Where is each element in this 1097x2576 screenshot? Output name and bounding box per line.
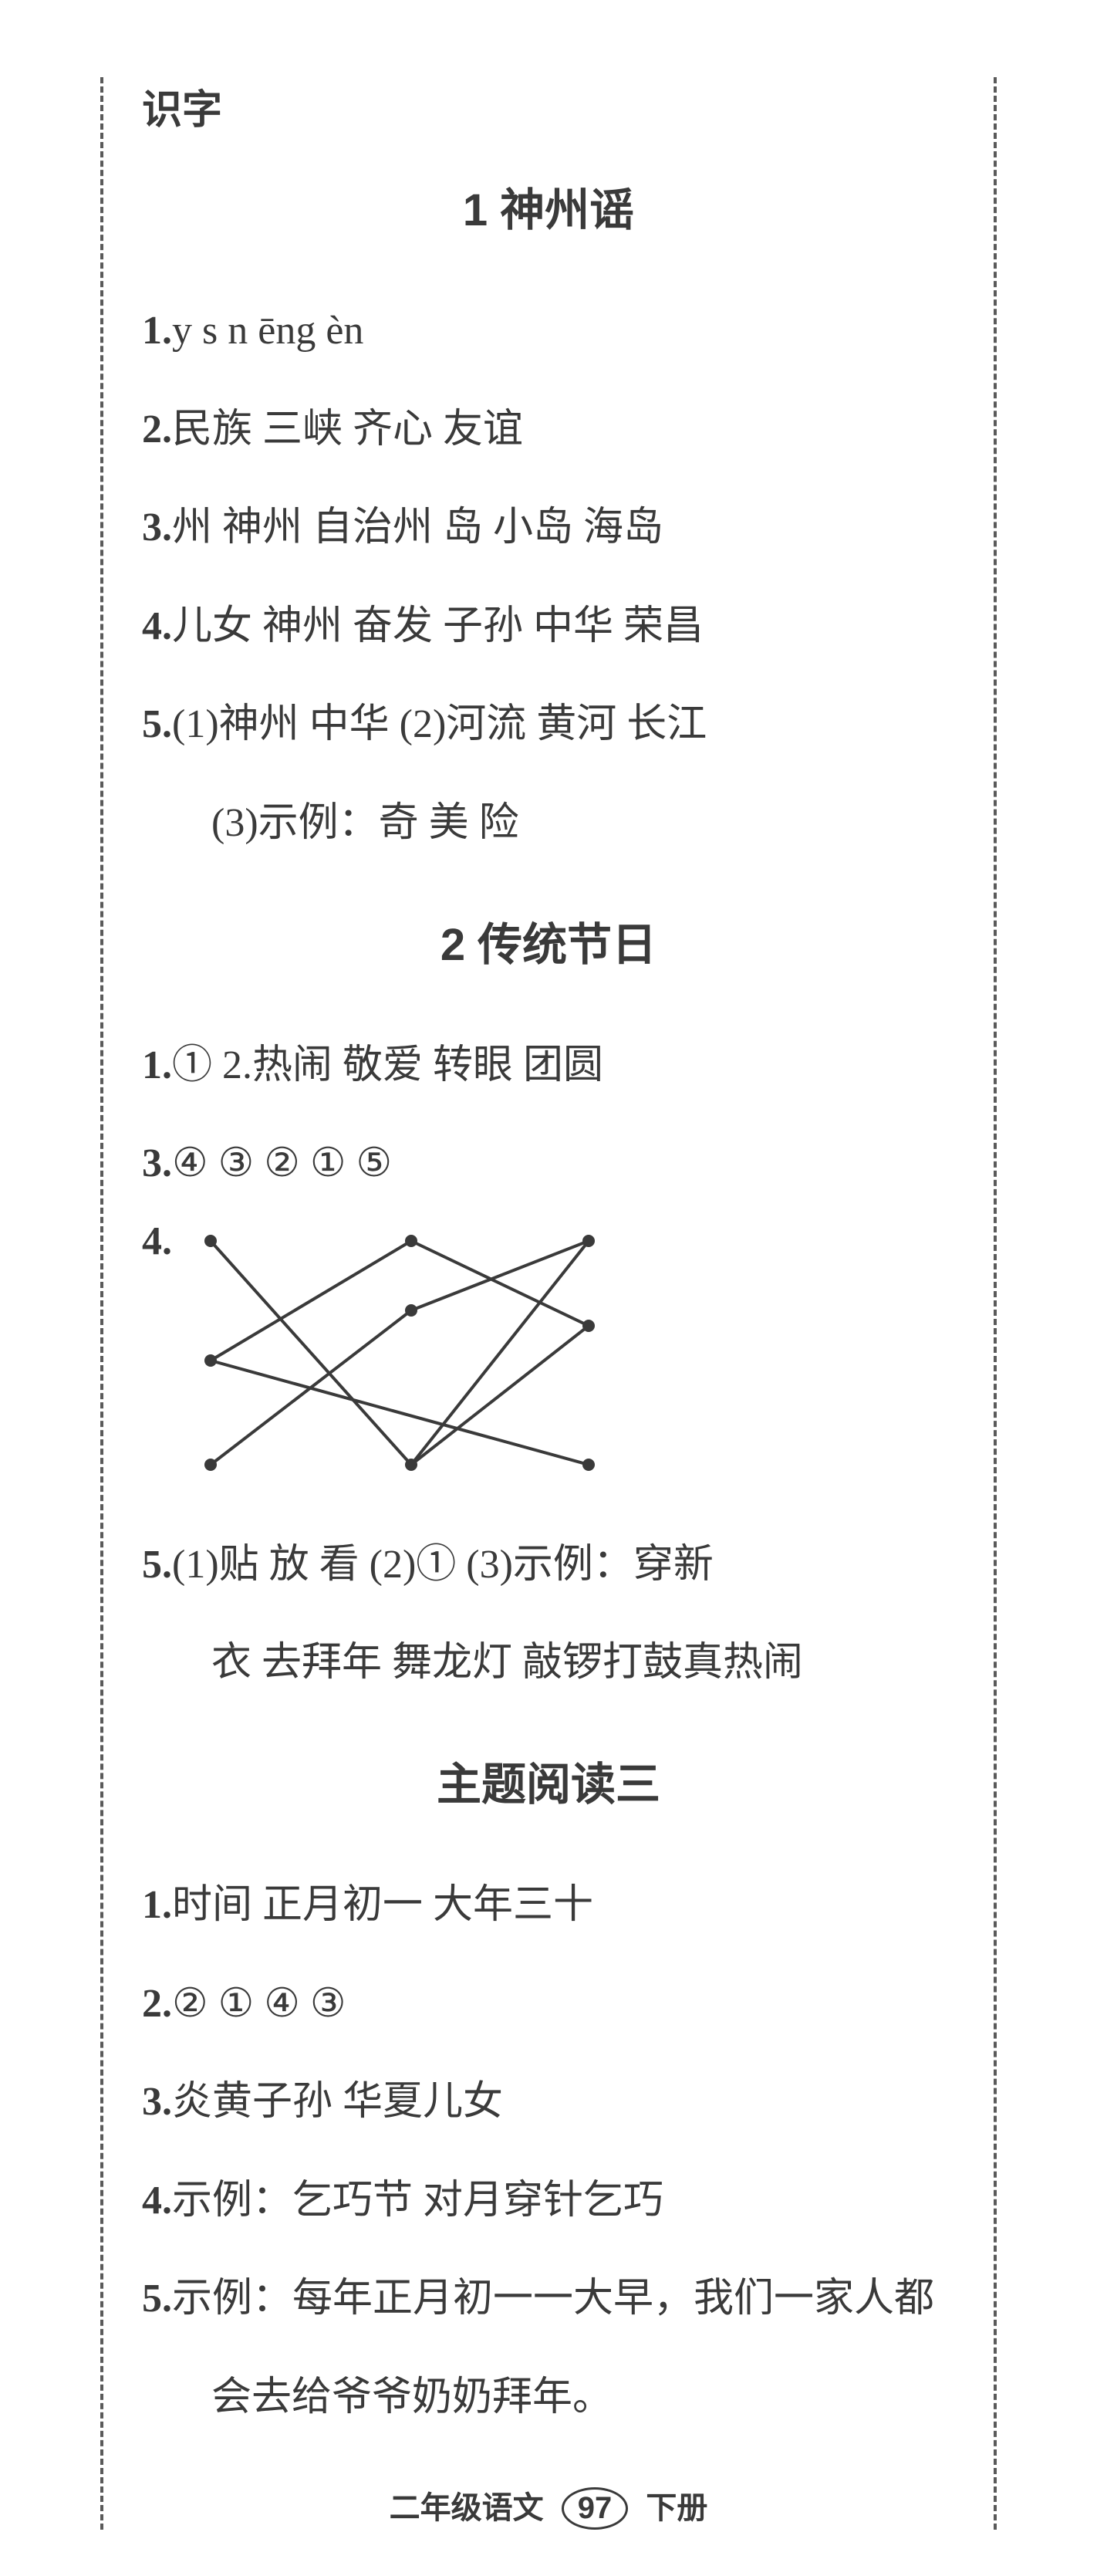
- item-text: 时间 正月初一 大年三十: [172, 1883, 593, 1927]
- lesson2-title: 2 传统节日: [142, 908, 955, 973]
- l1-q4: 4.儿女 神州 奋发 子孙 中华 荣昌: [142, 580, 955, 673]
- item-number: 4.: [142, 1218, 172, 1266]
- item-text: y s n ēng èn: [172, 309, 363, 353]
- page-footer: 二年级语文 97 下册: [142, 2483, 955, 2530]
- l2-q3: 3.④ ③ ② ① ⑤: [142, 1117, 955, 1210]
- item-text: 示例：每年正月初一一大早，我们一家人都: [172, 2277, 934, 2321]
- item-number: 1.: [142, 1043, 172, 1087]
- l1-q5b: (3)示例：奇 美 险: [142, 777, 955, 870]
- footer-left: 二年级语文: [390, 2491, 544, 2525]
- l2-q1: 1.① 2.热闹 敬爱 转眼 团圆: [142, 1019, 955, 1112]
- l1-q2: 2.民族 三峡 齐心 友谊: [142, 384, 955, 476]
- item-text: 儿女 神州 奋发 子孙 中华 荣昌: [172, 604, 704, 648]
- item-number: 5.: [142, 702, 172, 746]
- item-text: ④ ③ ② ① ⑤: [172, 1141, 392, 1185]
- item-text: 衣 去拜年 舞龙灯 敲锣打鼓真热闹: [211, 1641, 803, 1685]
- l2-q5a: 5.(1)贴 放 看 (2)① (3)示例：穿新: [142, 1519, 955, 1611]
- page-number: 97: [562, 2487, 629, 2530]
- item-number: 2.: [142, 1982, 172, 2026]
- r3-q1: 1.时间 正月初一 大年三十: [142, 1859, 955, 1952]
- item-text: ① 2.热闹 敬爱 转眼 团圆: [172, 1043, 603, 1087]
- item-number: 5.: [142, 2277, 172, 2321]
- item-text: 会去给爷爷奶奶拜年。: [211, 2375, 613, 2419]
- item-text: ② ① ④ ③: [172, 1982, 346, 2026]
- r3-q5a: 5.示例：每年正月初一一大早，我们一家人都: [142, 2253, 955, 2345]
- matching-diagram: [180, 1218, 612, 1503]
- page-container: 识字 1 神州谣 1.y s n ēng èn 2.民族 三峡 齐心 友谊 3.…: [100, 77, 997, 2530]
- l2-q4-row: 4.: [142, 1218, 955, 1503]
- l1-q5a: 5.(1)神州 中华 (2)河流 黄河 长江: [142, 678, 955, 771]
- l2-q5b: 衣 去拜年 舞龙灯 敲锣打鼓真热闹: [142, 1617, 955, 1709]
- item-number: 1.: [142, 309, 172, 353]
- r3-q5b: 会去给爷爷奶奶拜年。: [142, 2351, 955, 2444]
- item-text: 炎黄子孙 华夏儿女: [172, 2080, 503, 2124]
- reading3-title: 主题阅读三: [142, 1748, 955, 1813]
- l1-q3: 3.州 神州 自治州 岛 小岛 海岛: [142, 482, 955, 574]
- item-text: 民族 三峡 齐心 友谊: [172, 407, 523, 451]
- lesson1-title: 1 神州谣: [142, 174, 955, 238]
- item-number: 2.: [142, 407, 172, 451]
- item-text: (3)示例：奇 美 险: [211, 801, 519, 845]
- r3-q4: 4.示例：乞巧节 对月穿针乞巧: [142, 2155, 955, 2247]
- item-number: 5.: [142, 1543, 172, 1587]
- item-number: 4.: [142, 2179, 172, 2223]
- l1-q1: 1.y s n ēng èn: [142, 285, 955, 377]
- item-text: (1)神州 中华 (2)河流 黄河 长江: [172, 702, 707, 746]
- item-text: 州 神州 自治州 岛 小岛 海岛: [172, 505, 663, 549]
- r3-q2: 2.② ① ④ ③: [142, 1958, 955, 2050]
- item-number: 1.: [142, 1883, 172, 1927]
- section-label: 识字: [142, 77, 955, 135]
- r3-q3: 3.炎黄子孙 华夏儿女: [142, 2056, 955, 2148]
- item-text: (1)贴 放 看 (2)① (3)示例：穿新: [172, 1543, 714, 1587]
- footer-right: 下册: [646, 2491, 707, 2525]
- item-number: 4.: [142, 604, 172, 648]
- item-number: 3.: [142, 505, 172, 549]
- item-number: 3.: [142, 1141, 172, 1185]
- item-text: 示例：乞巧节 对月穿针乞巧: [172, 2179, 663, 2223]
- item-number: 3.: [142, 2080, 172, 2124]
